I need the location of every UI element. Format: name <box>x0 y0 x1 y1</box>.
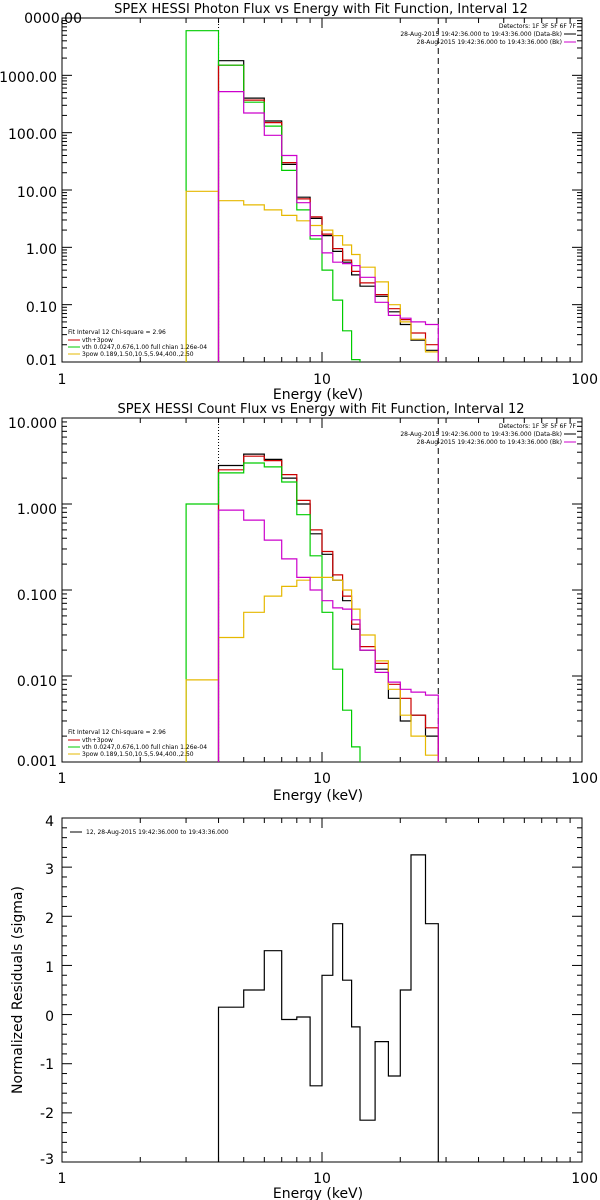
photon-flux-fit-legend: Fit Interval 12 Chi-square = 2.96 vth+3p… <box>68 329 207 358</box>
legend-3pow: 3pow 0.189,1.50,10.5,5.94,400.,2.50 <box>82 351 194 358</box>
count-flux-series <box>185 453 439 762</box>
series-vth-3pow-line <box>217 64 439 362</box>
series-vth-line <box>185 30 361 362</box>
legend-data-bk: 28-Aug-2015 19:42:36.000 to 19:43:36.000… <box>400 431 562 438</box>
residuals-y-tick-label: 1 <box>45 960 54 976</box>
count-flux-y-tick-label: 0.001 <box>17 754 57 770</box>
photon-flux-plot-frame <box>61 17 583 363</box>
legend-3pow: 3pow 0.189,1.50,10.5,5.94,400.,2.50 <box>82 751 194 758</box>
series-vth-line <box>185 462 361 762</box>
photon-flux-x-tick-label: 1 <box>58 372 67 388</box>
count-flux-title: SPEX HESSI Count Flux vs Energy with Fit… <box>117 402 524 417</box>
photon-flux-y-tick-label: 0.10 <box>26 300 57 316</box>
legend-vth: vth 0.0247,0.676,1.00 full chian 1.26e-0… <box>82 344 207 351</box>
series-bk-line <box>217 509 439 762</box>
residuals-x-tick-label: 1 <box>58 1171 67 1187</box>
count-flux-x-axis-label: Energy (keV) <box>273 788 363 804</box>
count-flux-fit-legend: Fit Interval 12 Chi-square = 2.96 vth+3p… <box>68 729 207 758</box>
residuals-x-tick-label: 100 <box>571 1171 598 1187</box>
legend-vth: vth 0.0247,0.676,1.00 full chian 1.26e-0… <box>82 744 207 751</box>
legend-vth3pow: vth+3pow <box>82 337 113 344</box>
residuals-legend: 12, 28-Aug-2015 19:42:36.000 to 19:43:36… <box>70 829 229 836</box>
series-bk-line <box>217 91 439 362</box>
photon-flux-y-tick-label: 100.00 <box>8 127 57 143</box>
photon-flux-y-tick-label: 0000.00 <box>24 11 82 27</box>
residuals-x-axis-label: Energy (keV) <box>273 1186 363 1200</box>
residuals-panel: 1 10 100 Energy (keV) Normalized Residua… <box>10 814 598 1200</box>
legend-bk: 28-Aug-2015 19:42:36.000 to 19:43:36.000… <box>417 39 562 46</box>
photon-flux-title: SPEX HESSI Photon Flux vs Energy with Fi… <box>114 2 528 17</box>
count-flux-x-tick-label: 10 <box>313 771 331 787</box>
legend-vth3pow: vth+3pow <box>82 737 113 744</box>
photon-flux-header-legend: Detectors: 1F 3F 5F 6F 7F 28-Aug-2015 19… <box>400 23 576 46</box>
residuals-y-tick-label: -3 <box>40 1152 54 1168</box>
count-flux-y-tick-label: 0.010 <box>17 674 57 690</box>
count-flux-y-tick-label: 0.100 <box>17 588 57 604</box>
residuals-y-tick-label: 0 <box>45 1009 54 1025</box>
photon-flux-y-tick-label: 10.00 <box>17 185 57 201</box>
count-flux-panel: SPEX HESSI Count Flux vs Energy with Fit… <box>8 402 598 804</box>
count-flux-y-tick-label: 10.000 <box>8 416 57 432</box>
count-flux-tick-marks <box>61 418 582 763</box>
residuals-y-axis-label: Normalized Residuals (sigma) <box>10 886 26 1094</box>
residuals-y-tick-label: 4 <box>45 814 54 830</box>
photon-flux-y-tick-label: 0.01 <box>26 353 57 369</box>
photon-flux-x-tick-label: 100 <box>571 372 598 388</box>
photon-flux-range-markers <box>218 18 439 362</box>
series-3pow-line <box>185 576 439 762</box>
photon-flux-y-tick-label: 1.00 <box>26 242 57 258</box>
legend-detectors: Detectors: 1F 3F 5F 6F 7F <box>499 423 577 430</box>
photon-flux-series <box>185 30 439 362</box>
residuals-tick-marks <box>61 818 582 1163</box>
residuals-y-tick-label: -2 <box>40 1106 54 1122</box>
count-flux-range-markers <box>218 418 439 762</box>
photon-flux-panel: SPEX HESSI Photon Flux vs Energy with Fi… <box>0 2 598 403</box>
count-flux-y-tick-label: 1.000 <box>17 502 57 518</box>
series-residuals-line <box>217 854 439 1162</box>
residuals-legend-label: 12, 28-Aug-2015 19:42:36.000 to 19:43:36… <box>86 829 229 836</box>
residuals-y-tick-label: 3 <box>45 862 54 878</box>
photon-flux-y-tick-label: 1000.00 <box>0 70 57 86</box>
legend-bk: 28-Aug-2015 19:42:36.000 to 19:43:36.000… <box>417 439 562 446</box>
count-flux-x-tick-label: 100 <box>571 771 598 787</box>
series-data-bk-line <box>217 60 439 362</box>
residuals-y-tick-label: 2 <box>45 911 54 927</box>
legend-fit-info: Fit Interval 12 Chi-square = 2.96 <box>68 329 166 336</box>
count-flux-header-legend: Detectors: 1F 3F 5F 6F 7F 28-Aug-2015 19… <box>400 423 576 446</box>
photon-flux-tick-marks <box>61 18 582 363</box>
legend-detectors: Detectors: 1F 3F 5F 6F 7F <box>499 23 577 30</box>
residuals-y-tick-label: -1 <box>40 1057 54 1073</box>
residuals-series <box>217 854 439 1162</box>
series-vth-3pow-line <box>217 455 439 762</box>
series-data-bk-line <box>217 453 439 762</box>
photon-flux-x-axis-label: Energy (keV) <box>273 387 363 403</box>
legend-data-bk: 28-Aug-2015 19:42:36.000 to 19:43:36.000… <box>400 31 562 38</box>
count-flux-x-tick-label: 1 <box>58 771 67 787</box>
photon-flux-x-tick-label: 10 <box>313 372 331 388</box>
residuals-x-tick-label: 10 <box>313 1171 331 1187</box>
series-3pow-line <box>185 190 439 362</box>
legend-fit-info: Fit Interval 12 Chi-square = 2.96 <box>68 729 166 736</box>
